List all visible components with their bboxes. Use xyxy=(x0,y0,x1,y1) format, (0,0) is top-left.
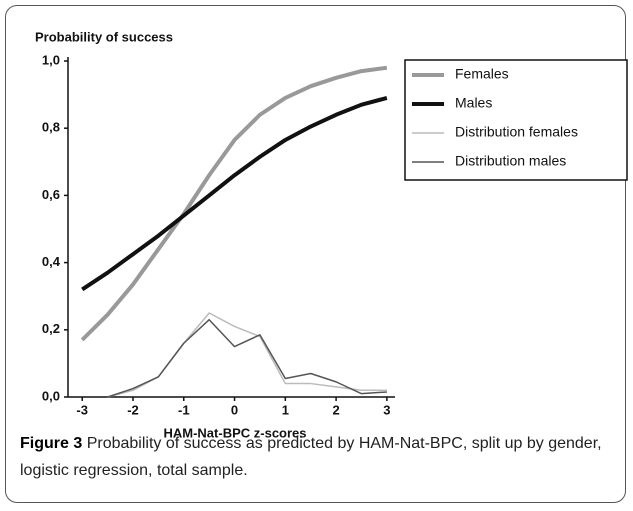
legend-box xyxy=(404,59,628,181)
x-axis-label: HAM-Nat-BPC z-scores xyxy=(163,425,306,440)
x-tick-label: 3 xyxy=(383,402,390,417)
y-tick-label: 0,2 xyxy=(42,321,60,336)
chart-title: Probability of success xyxy=(35,29,173,44)
x-tick-label: 0 xyxy=(231,402,238,417)
figure-frame xyxy=(5,5,626,503)
legend-label: Distribution males xyxy=(455,153,566,169)
caption-label: Figure 3 xyxy=(20,435,83,452)
y-tick-label: 0,4 xyxy=(42,254,61,269)
series-line xyxy=(107,312,387,398)
series-line xyxy=(81,96,388,292)
legend-label: Males xyxy=(455,95,492,111)
x-tick-label: -3 xyxy=(76,402,88,417)
legend-label: Females xyxy=(455,66,509,82)
legend-label: Distribution females xyxy=(455,124,578,140)
x-tick-label: 1 xyxy=(282,402,289,417)
caption: Figure 3 Probability of success as predi… xyxy=(20,430,618,484)
y-tick-label: 0,0 xyxy=(42,388,60,403)
x-tick-label: -1 xyxy=(178,402,190,417)
series-line xyxy=(107,318,387,398)
series-line xyxy=(80,65,388,342)
y-tick-label: 1,0 xyxy=(42,52,60,67)
caption-text: Probability of success as predicted by H… xyxy=(20,435,602,479)
y-tick-label: 0,8 xyxy=(42,120,60,135)
x-tick-label: 2 xyxy=(332,402,339,417)
y-tick-label: 0,6 xyxy=(42,187,60,202)
x-tick-label: -2 xyxy=(127,402,139,417)
